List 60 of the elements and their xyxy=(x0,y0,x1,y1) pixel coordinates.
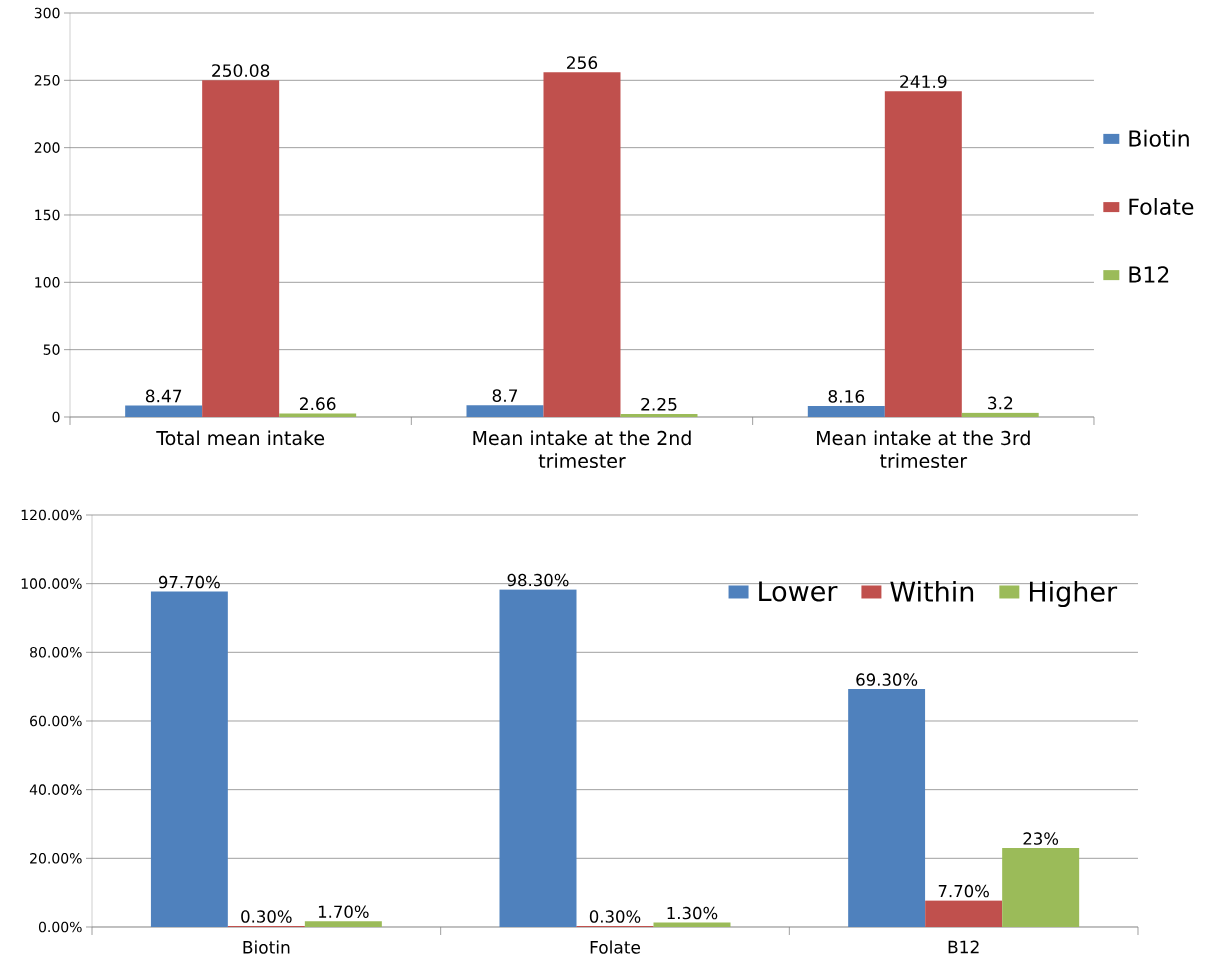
bar xyxy=(884,91,962,417)
y-tick-label: 200 xyxy=(34,142,60,153)
data-label: 241.9 xyxy=(900,75,947,89)
legend-label: Biotin xyxy=(1129,129,1189,147)
bar xyxy=(848,689,926,927)
data-label: 2.66 xyxy=(299,397,336,411)
bar xyxy=(1002,848,1080,927)
y-tick-label: 150 xyxy=(35,209,60,221)
y-tick-label: 20.00% xyxy=(30,853,82,864)
data-label: 250.08 xyxy=(212,64,270,78)
bar xyxy=(961,412,1039,417)
bar xyxy=(925,900,1003,927)
bar xyxy=(304,921,382,927)
data-label: 1.70% xyxy=(318,905,369,918)
x-tick-label: Total mean intake xyxy=(156,430,325,446)
y-tick-label: 120.00% xyxy=(21,509,82,521)
bar xyxy=(279,413,357,417)
y-tick-label: 0.00% xyxy=(38,921,82,933)
data-label: 8.7 xyxy=(492,389,518,403)
y-tick-label: 80.00% xyxy=(30,647,82,658)
data-label: 97.70% xyxy=(158,575,220,589)
data-label: 1.30% xyxy=(667,906,718,920)
bar xyxy=(807,406,885,417)
y-tick-label: 250 xyxy=(34,75,60,86)
bar xyxy=(499,589,577,927)
data-label: 0.30% xyxy=(241,910,292,923)
y-tick-label: 0 xyxy=(52,411,60,423)
data-label: 7.70% xyxy=(938,884,989,898)
data-label: 23% xyxy=(1023,832,1059,845)
data-label: 69.30% xyxy=(856,673,918,686)
x-tick-label: Biotin xyxy=(243,940,290,954)
data-label: 0.30% xyxy=(589,910,641,923)
legend-label: Folate xyxy=(1129,197,1194,216)
bar xyxy=(620,413,698,417)
bar xyxy=(150,591,228,927)
legend-label: Within xyxy=(890,580,974,602)
x-tick-label: Mean intake at the 3rd trimester xyxy=(817,430,1030,469)
bar xyxy=(466,405,544,417)
data-label: 8.16 xyxy=(828,389,865,403)
y-tick-label: 40.00% xyxy=(29,784,82,795)
x-tick-label: B12 xyxy=(948,940,979,954)
y-tick-label: 100 xyxy=(35,277,60,288)
legend-label: Higher xyxy=(1029,580,1118,608)
bar xyxy=(653,922,731,927)
y-tick-label: 50 xyxy=(43,344,60,355)
data-label: 98.30% xyxy=(507,573,569,587)
data-label: 3.2 xyxy=(988,396,1013,410)
data-label: 2.25 xyxy=(641,397,677,411)
bar xyxy=(202,80,280,417)
bar xyxy=(125,405,203,417)
data-label: 8.47 xyxy=(145,389,182,403)
data-label: 256 xyxy=(567,56,598,70)
x-tick-label: Folate xyxy=(590,940,641,954)
bar xyxy=(543,72,621,417)
y-tick-label: 300 xyxy=(34,7,60,19)
x-tick-label: Mean intake at the 2nd trimester xyxy=(473,430,691,469)
y-tick-label: 100.00% xyxy=(21,578,82,589)
legend-label: B12 xyxy=(1129,266,1169,283)
y-tick-label: 60.00% xyxy=(30,715,82,727)
legend-label: Lower xyxy=(759,581,838,602)
